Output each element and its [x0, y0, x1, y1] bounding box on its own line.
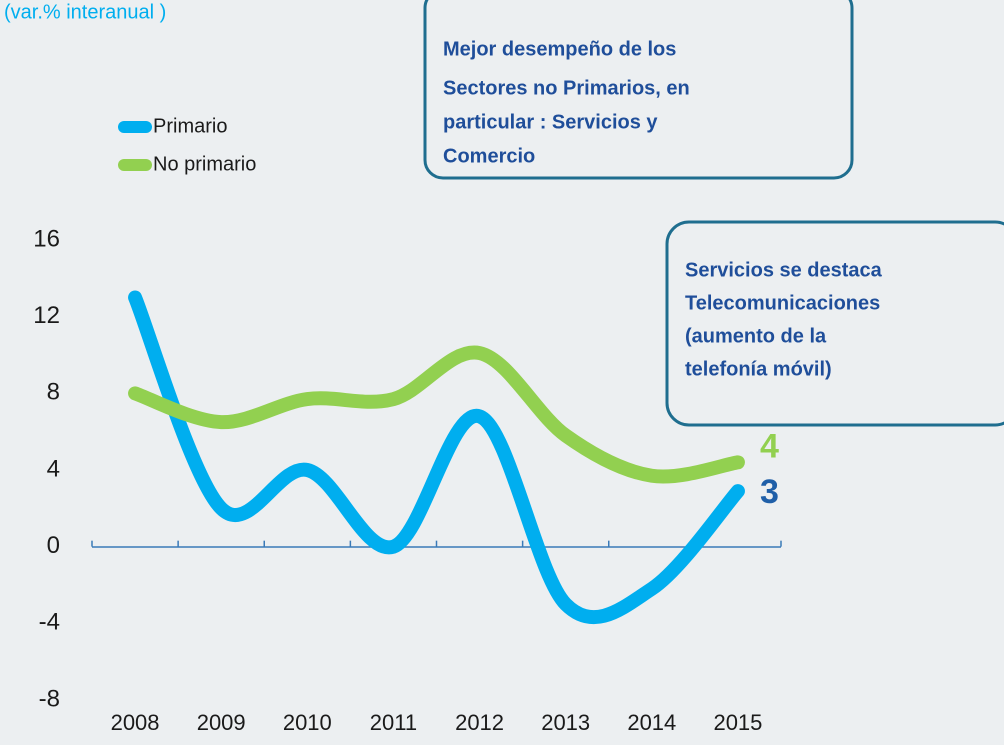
annotation-text: Comercio: [443, 145, 535, 167]
annotation-text: Mejor desempeño de los: [443, 38, 676, 60]
y-tick-label: -8: [39, 685, 60, 712]
y-tick-label: 0: [47, 532, 60, 559]
value-label: 4: [760, 427, 779, 465]
x-tick-label: 2011: [370, 710, 417, 735]
annotation-text: Telecomunicaciones: [685, 292, 880, 314]
annotation-text: (aumento de la: [685, 325, 827, 347]
y-tick-label: 16: [33, 225, 60, 252]
series-line: [128, 290, 745, 625]
y-tick-label: -4: [39, 609, 60, 636]
y-tick-label: 8: [47, 379, 60, 406]
x-tick-label: 2009: [197, 710, 246, 735]
legend-label: No primario: [153, 153, 256, 175]
value-label: 3: [760, 473, 779, 511]
annotation-text: Servicios se destaca: [685, 259, 883, 281]
y-tick-label: 4: [47, 455, 60, 482]
chart-subtitle: (var.% interanual ): [4, 1, 166, 23]
annotation-box: [665, 220, 1004, 427]
series-line: [128, 345, 745, 484]
x-tick-label: 2013: [541, 710, 590, 735]
x-tick-label: 2012: [455, 710, 504, 735]
x-tick-label: 2008: [111, 710, 160, 735]
annotation-text: telefonía móvil): [685, 358, 832, 380]
legend-label: Primario: [153, 115, 227, 137]
x-tick-label: 2014: [627, 710, 676, 735]
x-tick-label: 2015: [713, 710, 762, 735]
annotation-box: [423, 0, 854, 180]
y-tick-label: 12: [33, 302, 60, 329]
annotation-text: Sectores no Primarios, en: [443, 77, 690, 99]
x-tick-label: 2010: [283, 710, 332, 735]
annotation-text: particular : Servicios y: [443, 111, 658, 133]
